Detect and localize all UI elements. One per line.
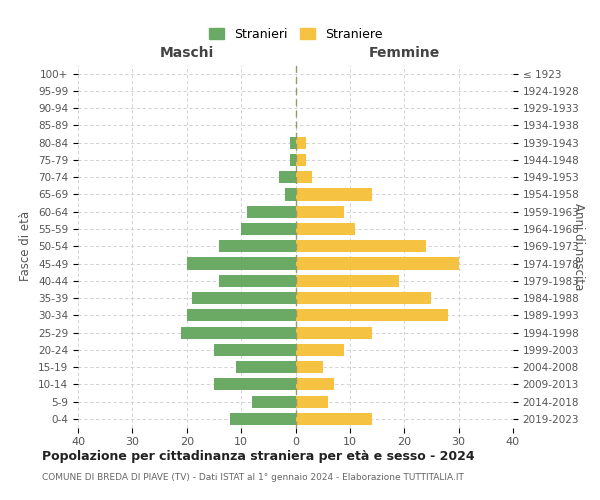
Text: COMUNE DI BREDA DI PIAVE (TV) - Dati ISTAT al 1° gennaio 2024 - Elaborazione TUT: COMUNE DI BREDA DI PIAVE (TV) - Dati IST…: [42, 472, 464, 482]
Bar: [296, 223, 355, 235]
Bar: [214, 344, 296, 356]
Bar: [181, 326, 296, 338]
Bar: [296, 396, 328, 407]
Bar: [220, 240, 296, 252]
Bar: [230, 413, 296, 425]
Bar: [296, 171, 312, 183]
Bar: [247, 206, 296, 218]
Bar: [296, 154, 307, 166]
Bar: [296, 292, 431, 304]
Bar: [296, 326, 371, 338]
Bar: [296, 240, 426, 252]
Bar: [236, 361, 296, 373]
Bar: [296, 361, 323, 373]
Bar: [220, 274, 296, 287]
Bar: [290, 136, 296, 148]
Legend: Stranieri, Straniere: Stranieri, Straniere: [205, 24, 386, 44]
Bar: [296, 344, 344, 356]
Text: Popolazione per cittadinanza straniera per età e sesso - 2024: Popolazione per cittadinanza straniera p…: [42, 450, 475, 463]
Y-axis label: Anni di nascita: Anni di nascita: [572, 202, 585, 290]
Bar: [296, 188, 371, 200]
Bar: [284, 188, 296, 200]
Bar: [296, 274, 399, 287]
Bar: [252, 396, 296, 407]
Bar: [214, 378, 296, 390]
Bar: [296, 413, 371, 425]
Bar: [296, 258, 458, 270]
Bar: [296, 206, 344, 218]
Bar: [192, 292, 296, 304]
Bar: [290, 154, 296, 166]
Bar: [187, 310, 296, 322]
Bar: [187, 258, 296, 270]
Bar: [279, 171, 296, 183]
Bar: [241, 223, 296, 235]
Bar: [296, 136, 307, 148]
Bar: [296, 310, 448, 322]
Text: Maschi: Maschi: [160, 46, 214, 60]
Bar: [296, 378, 334, 390]
Y-axis label: Fasce di età: Fasce di età: [19, 211, 32, 282]
Text: Femmine: Femmine: [368, 46, 440, 60]
